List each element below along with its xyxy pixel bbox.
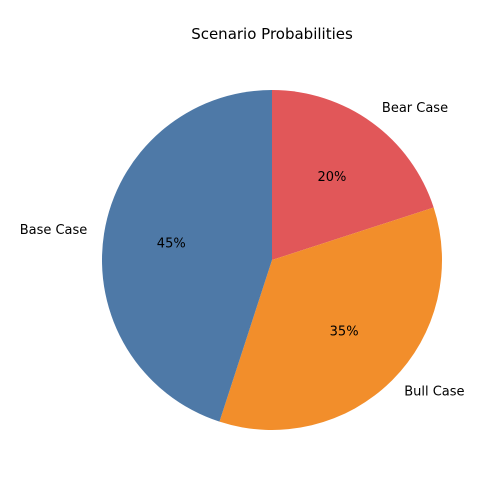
pie-slices [102,90,442,430]
pie-slice-base-case [102,90,272,422]
pie-labels: 20% Bear Case 35% Bull Case 45% Base Case [20,101,465,400]
pie-value-label-bull-case: 35% [330,325,359,340]
pie-slice-bull-case [219,207,442,430]
pie-category-label-bull-case: Bull Case [404,385,464,400]
chart-title: Scenario Probabilities [191,25,353,43]
pie-value-label-base-case: 45% [157,237,186,252]
pie-category-label-base-case: Base Case [20,223,88,238]
pie-category-label-bear-case: Bear Case [382,101,448,116]
pie-slice-bear-case [272,90,434,260]
pie-value-label-bear-case: 20% [318,170,347,185]
